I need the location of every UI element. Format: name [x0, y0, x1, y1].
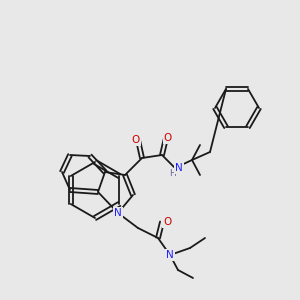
Text: N: N: [166, 250, 174, 260]
Text: N: N: [114, 208, 122, 218]
Text: O: O: [164, 133, 172, 143]
Text: O: O: [132, 135, 140, 145]
Text: O: O: [163, 217, 171, 227]
Text: N: N: [175, 163, 183, 173]
Text: H: H: [169, 169, 176, 178]
